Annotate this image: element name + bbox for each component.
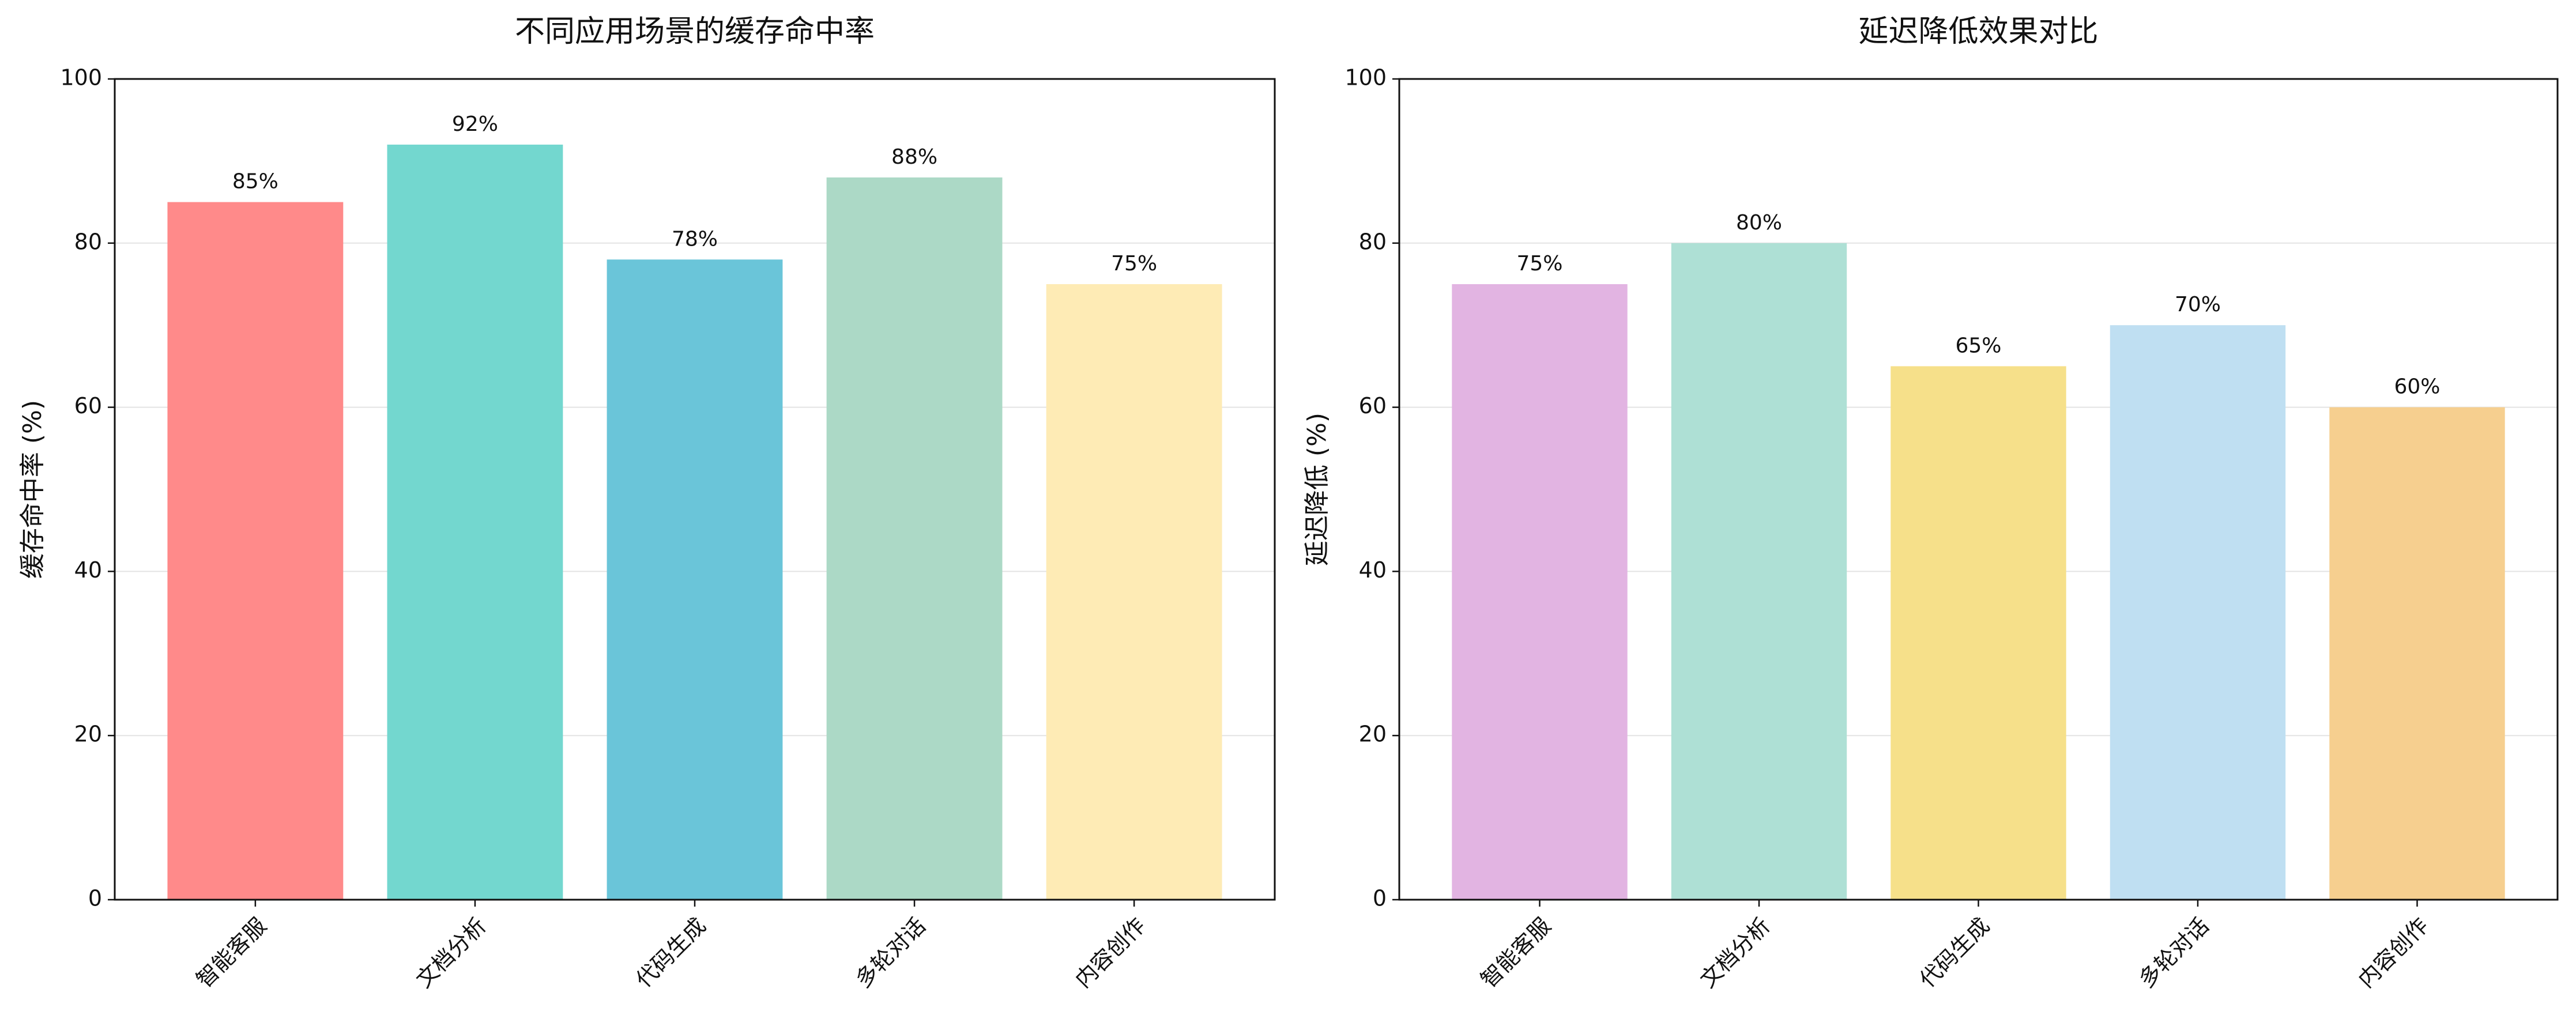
x-tick-label: 智能客服 (191, 913, 272, 993)
bar (167, 202, 344, 900)
y-tick-label: 80 (1359, 229, 1387, 254)
bar (1046, 284, 1222, 900)
value-label: 80% (1736, 211, 1782, 235)
y-tick-label: 100 (60, 65, 102, 90)
y-tick-label: 0 (1373, 886, 1387, 911)
y-tick-label: 40 (1359, 557, 1387, 583)
y-tick-label: 100 (1345, 65, 1387, 90)
value-label: 75% (1517, 252, 1563, 275)
value-label: 85% (232, 170, 278, 194)
y-tick-label: 20 (74, 722, 102, 747)
x-tick-label: 文档分析 (411, 913, 491, 993)
y-tick-label: 80 (74, 229, 102, 254)
bar (1452, 284, 1628, 900)
x-tick-label: 多轮对话 (850, 913, 931, 993)
y-tick-label: 40 (74, 557, 102, 583)
y-tick-label: 60 (74, 393, 102, 418)
bar (2329, 407, 2505, 900)
bar (387, 144, 563, 900)
x-tick-label: 内容创作 (2353, 913, 2434, 993)
x-tick-label: 多轮对话 (2134, 913, 2214, 993)
x-tick-label: 文档分析 (1695, 913, 1775, 993)
value-label: 88% (891, 145, 937, 169)
chart-title: 延迟降低效果对比 (1858, 14, 2098, 49)
bar (826, 177, 1003, 900)
value-label: 70% (2175, 293, 2221, 316)
bar (1671, 243, 1847, 900)
value-label: 78% (672, 227, 718, 251)
value-label: 92% (452, 112, 498, 136)
y-axis-label: 延迟降低 (%) (1302, 413, 1332, 566)
chart-title: 不同应用场景的缓存命中率 (515, 14, 875, 49)
x-tick-label: 代码生成 (1915, 913, 1995, 993)
bar (607, 259, 783, 900)
value-label: 65% (1955, 334, 2001, 357)
y-axis-label: 缓存命中率 (%) (18, 400, 47, 579)
y-tick-label: 0 (88, 886, 102, 911)
y-tick-label: 20 (1359, 722, 1387, 747)
x-tick-label: 内容创作 (1070, 913, 1150, 993)
value-label: 60% (2394, 375, 2440, 399)
bar (2110, 325, 2286, 900)
value-label: 75% (1111, 252, 1157, 275)
bar (1890, 366, 2066, 900)
x-tick-label: 代码生成 (631, 913, 711, 993)
plot-frame (114, 78, 1276, 901)
y-tick-label: 60 (1359, 393, 1387, 418)
x-tick-label: 智能客服 (1476, 913, 1556, 993)
plot-frame (1398, 78, 2559, 901)
